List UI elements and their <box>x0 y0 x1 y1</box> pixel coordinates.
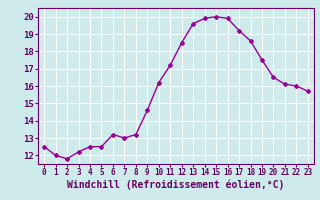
X-axis label: Windchill (Refroidissement éolien,°C): Windchill (Refroidissement éolien,°C) <box>67 180 285 190</box>
